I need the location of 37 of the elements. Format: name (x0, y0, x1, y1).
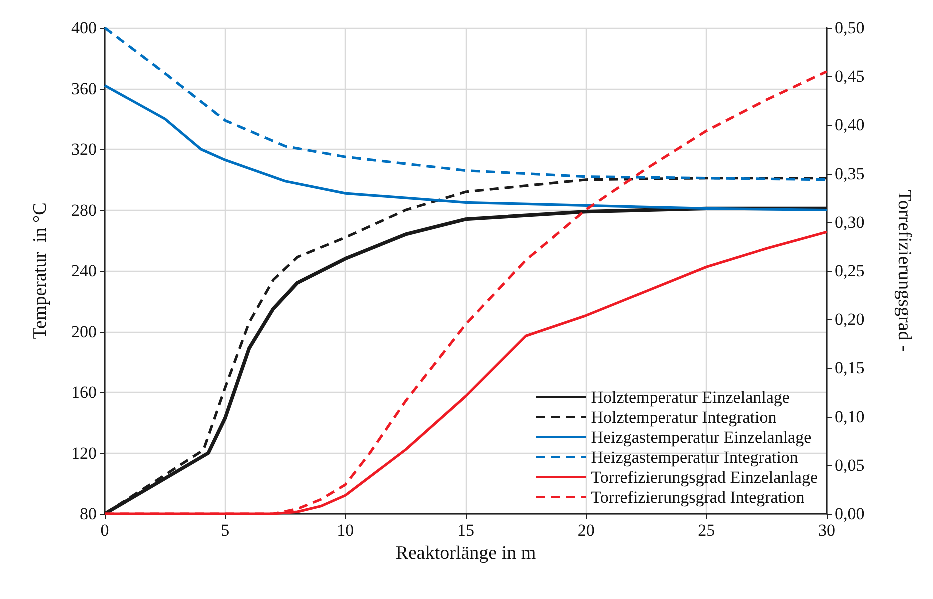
x-tick-label: 25 (698, 521, 716, 540)
y-tick-label: 80 (80, 504, 97, 524)
legend-label: Heizgastemperatur Einzelanlage (591, 428, 812, 447)
y2-tick-label: 0,45 (835, 67, 865, 86)
line-series (104, 84, 828, 212)
y-tick-label: 280 (72, 200, 97, 220)
y2-tick-label: 0,40 (835, 116, 865, 135)
x-tick-label: 20 (578, 521, 595, 540)
x-tick-label: 30 (818, 521, 836, 540)
legend-label: Holztemperatur Integration (591, 408, 778, 427)
y-tick-label: 400 (72, 18, 97, 38)
y2-tick-label: 0,15 (835, 358, 865, 378)
y2-tick-label: 0,50 (835, 18, 865, 38)
y2-tick-label: 0,20 (835, 310, 865, 330)
y2-tick-label: 0,35 (835, 164, 865, 184)
y2-tick-label: 0,30 (835, 212, 865, 232)
x-axis-title: Reaktorlänge in m (396, 543, 536, 564)
legend-label: Torrefizierungsgrad Integration (591, 488, 806, 507)
legend-label: Holztemperatur Einzelanlage (591, 388, 790, 407)
x-tick-label: 10 (337, 521, 354, 540)
x-tick-label: 0 (100, 521, 110, 540)
legend-label: Torrefizierungsgrad Einzelanlage (591, 468, 818, 487)
y-axis-title: Temperatur in °C (30, 202, 51, 340)
y2-axis-title: Torrefizierungsgrad - (894, 190, 915, 352)
y-tick-label: 200 (72, 322, 97, 342)
y-tick-label: 120 (72, 444, 97, 463)
y-tick-label: 320 (72, 140, 97, 159)
y-tick-label: 160 (72, 383, 97, 402)
y2-tick-label: 0,25 (835, 262, 865, 280)
y2-tick-label: 0,00 (835, 504, 865, 524)
y-tick-label: 240 (72, 262, 97, 280)
y-tick-label: 360 (72, 79, 97, 98)
y2-tick-label: 0,05 (835, 456, 865, 475)
y2-tick-label: 0,10 (835, 407, 865, 426)
legend-label: Heizgastemperatur Integration (591, 448, 799, 467)
x-tick-label: 5 (221, 521, 230, 540)
x-tick-label: 15 (458, 521, 474, 540)
